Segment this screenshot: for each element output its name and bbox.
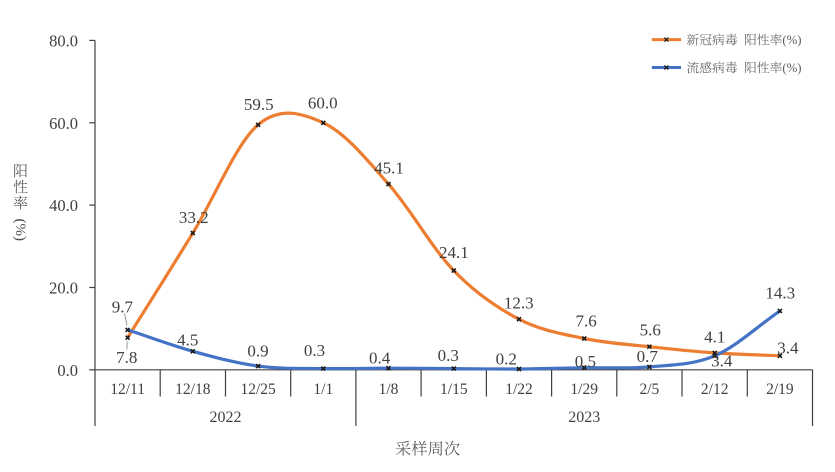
svg-text:2/19: 2/19 bbox=[766, 381, 794, 398]
svg-text:(%): (%) bbox=[782, 33, 801, 47]
svg-text:5.6: 5.6 bbox=[640, 321, 661, 340]
svg-text:3.4: 3.4 bbox=[711, 352, 733, 371]
svg-text:1/29: 1/29 bbox=[570, 381, 598, 398]
svg-text:24.1: 24.1 bbox=[439, 243, 469, 262]
svg-text:12.3: 12.3 bbox=[504, 294, 534, 313]
svg-text:2/12: 2/12 bbox=[701, 381, 729, 398]
svg-text:2023: 2023 bbox=[568, 409, 600, 426]
svg-text:7.6: 7.6 bbox=[575, 312, 596, 331]
svg-text:12/18: 12/18 bbox=[175, 381, 211, 398]
svg-text:20.0: 20.0 bbox=[49, 279, 78, 298]
svg-text:0.3: 0.3 bbox=[438, 346, 459, 365]
svg-text:0.5: 0.5 bbox=[575, 352, 596, 371]
svg-text:(%): (%) bbox=[782, 61, 801, 75]
svg-text:7.8: 7.8 bbox=[116, 348, 137, 367]
svg-text:2022: 2022 bbox=[210, 409, 242, 426]
svg-text:2/5: 2/5 bbox=[639, 381, 659, 398]
svg-text:(%): (%) bbox=[12, 219, 28, 242]
svg-text:0.4: 0.4 bbox=[369, 349, 391, 368]
svg-text:59.5: 59.5 bbox=[244, 95, 274, 114]
svg-text:3.4: 3.4 bbox=[777, 339, 799, 358]
svg-text:80.0: 80.0 bbox=[49, 32, 78, 51]
svg-text:60.0: 60.0 bbox=[308, 94, 338, 113]
svg-text:0.9: 0.9 bbox=[247, 342, 268, 361]
svg-text:12/11: 12/11 bbox=[110, 381, 145, 398]
svg-text:1/8: 1/8 bbox=[379, 381, 399, 398]
svg-text:1/1: 1/1 bbox=[313, 381, 333, 398]
svg-text:0.3: 0.3 bbox=[304, 341, 325, 360]
svg-text:0.0: 0.0 bbox=[57, 361, 78, 380]
svg-text:60.0: 60.0 bbox=[49, 114, 78, 133]
svg-text:14.3: 14.3 bbox=[765, 284, 795, 303]
svg-text:0.2: 0.2 bbox=[496, 349, 517, 368]
svg-text:40.0: 40.0 bbox=[49, 196, 78, 215]
svg-text:9.7: 9.7 bbox=[112, 298, 134, 317]
svg-text:0.7: 0.7 bbox=[637, 347, 659, 366]
svg-text:45.1: 45.1 bbox=[374, 159, 404, 178]
svg-text:1/15: 1/15 bbox=[440, 381, 468, 398]
svg-text:12/25: 12/25 bbox=[240, 381, 276, 398]
svg-text:33.2: 33.2 bbox=[179, 208, 209, 227]
svg-text:4.1: 4.1 bbox=[704, 328, 725, 347]
svg-text:1/22: 1/22 bbox=[505, 381, 533, 398]
svg-text:4.5: 4.5 bbox=[177, 331, 198, 350]
